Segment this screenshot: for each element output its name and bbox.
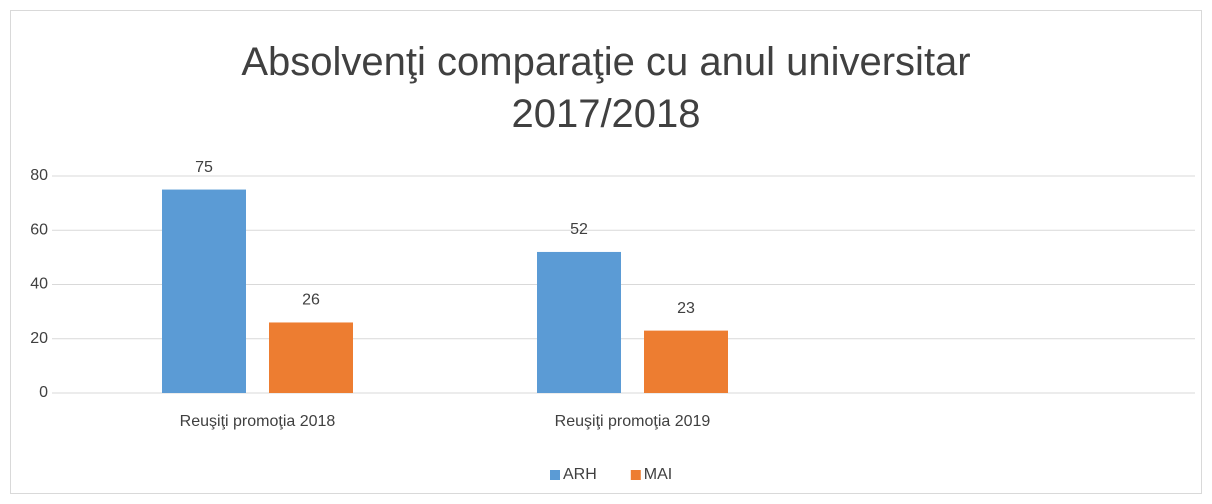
- chart-title: Absolvenţi comparaţie cu anul universita…: [241, 40, 971, 136]
- legend-swatch: [630, 470, 641, 480]
- bar: [162, 189, 246, 393]
- y-tick-label: 60: [30, 221, 48, 238]
- bar: [537, 251, 621, 393]
- value-label: 52: [570, 221, 588, 238]
- value-label: 75: [195, 159, 213, 176]
- y-tick-label: 0: [39, 384, 48, 401]
- legend-label: ARH: [563, 466, 597, 483]
- bar: [644, 330, 728, 393]
- value-label: 26: [302, 292, 320, 309]
- x-tick-label: Reuşiţi promoţia 2019: [555, 413, 711, 430]
- bar: [269, 322, 353, 393]
- y-tick-label: 20: [30, 330, 48, 347]
- legend-label: MAI: [644, 466, 672, 483]
- legend-swatch: [550, 470, 560, 480]
- y-tick-label: 40: [30, 276, 48, 293]
- x-tick-label: Reuşiţi promoţia 2018: [180, 413, 336, 430]
- y-tick-label: 80: [30, 167, 48, 184]
- value-label: 23: [677, 300, 695, 317]
